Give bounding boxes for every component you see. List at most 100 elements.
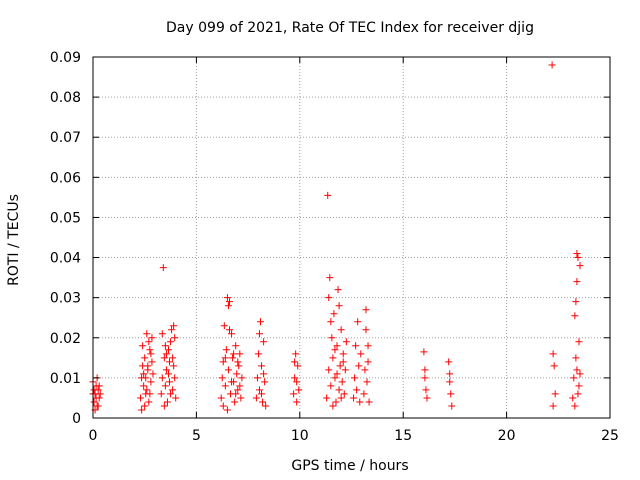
data-point bbox=[327, 318, 335, 326]
data-point bbox=[160, 354, 168, 362]
data-point bbox=[575, 338, 583, 346]
data-point bbox=[168, 326, 176, 334]
data-point bbox=[423, 394, 431, 402]
data-point bbox=[292, 350, 300, 358]
data-point bbox=[164, 370, 172, 378]
data-point bbox=[421, 374, 429, 382]
axis-ticks bbox=[92, 56, 611, 419]
data-point bbox=[446, 370, 454, 378]
x-tick-labels: 0 5 10 15 20 25 bbox=[89, 428, 619, 444]
data-point bbox=[225, 298, 233, 306]
data-point bbox=[332, 398, 340, 406]
data-point bbox=[293, 398, 301, 406]
data-point bbox=[364, 342, 372, 350]
plot-frame bbox=[92, 56, 611, 419]
data-point bbox=[352, 342, 360, 350]
data-point bbox=[260, 370, 268, 378]
x-tick-label: 10 bbox=[291, 428, 309, 444]
data-point bbox=[329, 354, 337, 362]
chart-title: Day 099 of 2021, Rate Of TEC Index for r… bbox=[166, 20, 534, 36]
data-point bbox=[576, 370, 584, 378]
data-point bbox=[219, 358, 227, 366]
data-point bbox=[234, 386, 242, 394]
data-point bbox=[144, 362, 152, 370]
y-tick-label: 0.09 bbox=[50, 50, 81, 66]
data-point bbox=[171, 334, 179, 342]
data-point bbox=[327, 382, 335, 390]
data-point bbox=[576, 262, 584, 270]
data-point bbox=[333, 370, 341, 378]
data-point bbox=[222, 346, 230, 354]
data-point bbox=[166, 378, 174, 386]
data-point bbox=[573, 250, 581, 258]
data-point bbox=[357, 350, 365, 358]
y-axis-label: ROTI / TECUs bbox=[6, 194, 22, 286]
data-point bbox=[574, 390, 582, 398]
data-point bbox=[572, 354, 580, 362]
data-point bbox=[234, 358, 242, 366]
data-point bbox=[90, 386, 98, 394]
data-point bbox=[260, 338, 268, 346]
data-point bbox=[167, 390, 175, 398]
data-point bbox=[350, 394, 358, 402]
data-point bbox=[163, 398, 171, 406]
data-point bbox=[333, 342, 341, 350]
data-point bbox=[167, 338, 175, 346]
data-point bbox=[221, 354, 229, 362]
y-tick-labels: 0 0.01 0.02 0.03 0.04 0.05 0.06 0.07 0.08 0.09 bbox=[50, 50, 81, 427]
data-point bbox=[223, 406, 231, 414]
data-point bbox=[238, 374, 246, 382]
data-point bbox=[224, 302, 232, 310]
y-tick-label: 0.05 bbox=[50, 210, 81, 226]
data-point bbox=[340, 390, 348, 398]
data-point bbox=[325, 366, 333, 374]
data-point bbox=[335, 302, 343, 310]
data-point bbox=[94, 402, 102, 410]
data-point bbox=[445, 358, 453, 366]
data-point bbox=[146, 390, 154, 398]
data-point bbox=[158, 330, 166, 338]
data-point bbox=[257, 318, 265, 326]
data-point bbox=[164, 346, 172, 354]
data-point bbox=[447, 390, 455, 398]
data-point bbox=[253, 374, 261, 382]
data-point bbox=[233, 370, 241, 378]
data-point bbox=[235, 362, 243, 370]
y-tick-label: 0.06 bbox=[50, 170, 81, 186]
data-point bbox=[323, 394, 331, 402]
data-point bbox=[228, 330, 236, 338]
data-point bbox=[342, 338, 350, 346]
y-tick-label: 0.03 bbox=[50, 291, 81, 307]
data-point bbox=[255, 330, 263, 338]
data-point bbox=[162, 366, 170, 374]
data-point bbox=[338, 378, 346, 386]
data-point bbox=[294, 362, 302, 370]
data-point bbox=[262, 402, 270, 410]
x-tick-label: 20 bbox=[498, 428, 516, 444]
y-tick-label: 0.04 bbox=[50, 251, 81, 267]
data-point bbox=[170, 362, 178, 370]
y-tick-label: 0 bbox=[72, 411, 81, 427]
data-point bbox=[96, 390, 104, 398]
data-point bbox=[141, 402, 149, 410]
data-point bbox=[228, 378, 236, 386]
data-point bbox=[574, 254, 582, 262]
data-point bbox=[92, 394, 100, 402]
data-point bbox=[334, 286, 342, 294]
data-point bbox=[148, 358, 156, 366]
data-point bbox=[361, 366, 369, 374]
data-point bbox=[295, 386, 303, 394]
data-point bbox=[140, 382, 148, 390]
data-point bbox=[252, 394, 260, 402]
y-tick-label: 0.01 bbox=[50, 371, 81, 387]
data-point bbox=[254, 350, 262, 358]
data-point bbox=[258, 362, 266, 370]
data-point bbox=[291, 374, 299, 382]
data-point bbox=[166, 358, 174, 366]
data-point bbox=[147, 350, 155, 358]
data-point bbox=[573, 366, 581, 374]
data-point bbox=[570, 374, 578, 382]
data-point bbox=[572, 298, 580, 306]
data-point bbox=[237, 394, 245, 402]
